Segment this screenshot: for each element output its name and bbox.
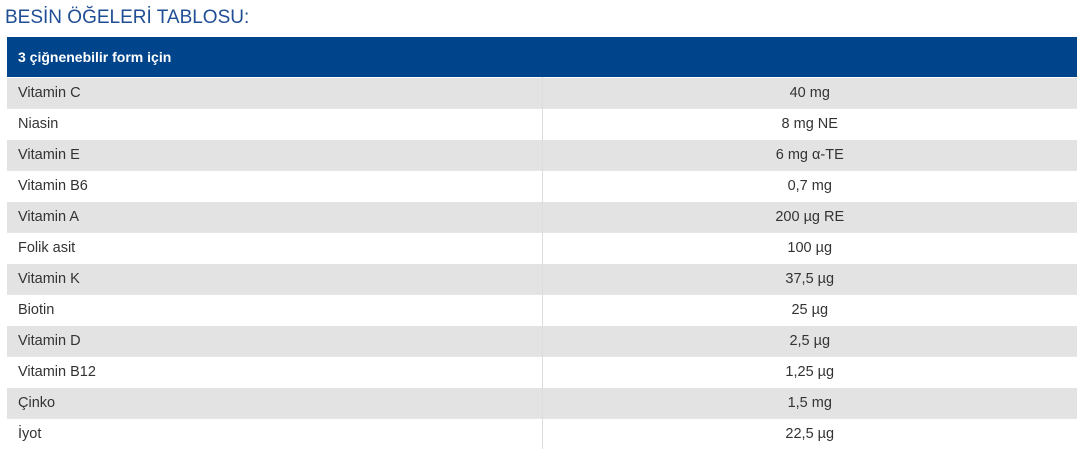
nutrient-name: Çinko bbox=[7, 388, 542, 419]
nutrient-name: Biotin bbox=[7, 295, 542, 326]
table-header: 3 çiğnenebilir form için bbox=[7, 37, 1077, 78]
nutrient-name: Niasin bbox=[7, 109, 542, 140]
nutrient-name: Vitamin A bbox=[7, 202, 542, 233]
nutrient-amount: 100 µg bbox=[542, 233, 1077, 264]
nutrient-name: Vitamin C bbox=[7, 78, 542, 109]
nutrient-amount: 1,5 mg bbox=[542, 388, 1077, 419]
nutrient-amount: 22,5 µg bbox=[542, 419, 1077, 449]
page-title: BESİN ÖĞELERİ TABLOSU: bbox=[5, 6, 249, 30]
nutrient-amount: 200 µg RE bbox=[542, 202, 1077, 233]
nutrient-name: Vitamin D bbox=[7, 326, 542, 357]
nutrient-amount: 37,5 µg bbox=[542, 264, 1077, 295]
nutrient-name: Vitamin E bbox=[7, 140, 542, 171]
table-header-row: 3 çiğnenebilir form için bbox=[7, 37, 1077, 78]
nutrient-amount: 1,25 µg bbox=[542, 357, 1077, 388]
nutrient-name: Folik asit bbox=[7, 233, 542, 264]
nutrient-name: Vitamin B12 bbox=[7, 357, 542, 388]
nutrient-name: Vitamin B6 bbox=[7, 171, 542, 202]
nutrient-amount: 8 mg NE bbox=[542, 109, 1077, 140]
nutrient-amount: 40 mg bbox=[542, 78, 1077, 109]
nutrient-amount: 25 µg bbox=[542, 295, 1077, 326]
nutrient-amount: 2,5 µg bbox=[542, 326, 1077, 357]
nutrient-amount: 6 mg α-TE bbox=[542, 140, 1077, 171]
nutrient-amount: 0,7 mg bbox=[542, 171, 1077, 202]
nutrient-name: İyot bbox=[7, 419, 542, 449]
nutrient-name: Vitamin K bbox=[7, 264, 542, 295]
